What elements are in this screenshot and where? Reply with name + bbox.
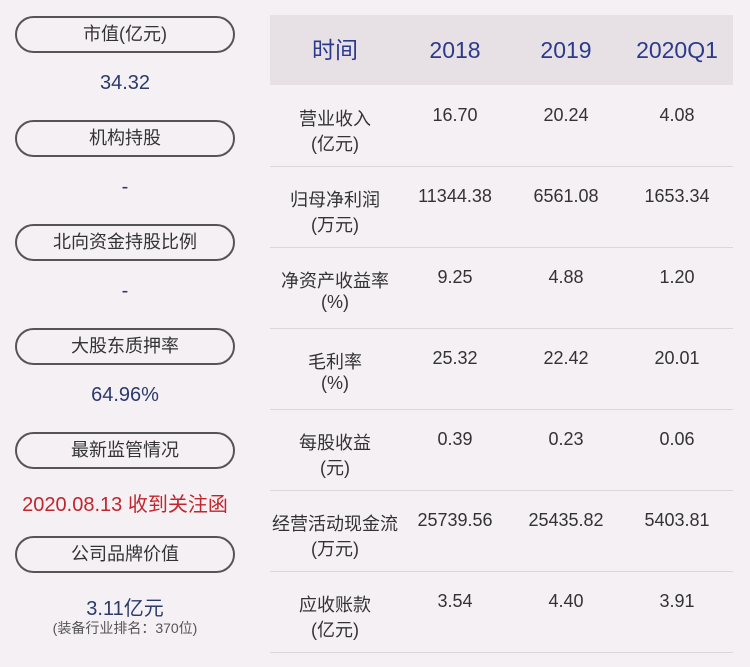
header-cell: 2019 <box>540 37 592 63</box>
header-cell: 2020Q1 <box>636 37 718 63</box>
row-value: 22.42 <box>543 348 589 368</box>
row-value: 25435.82 <box>528 510 604 530</box>
row-value: 0.23 <box>548 429 584 449</box>
row-value: 16.70 <box>432 105 478 125</box>
row-name: 净资产收益率 <box>281 271 389 291</box>
row-name: 归母净利润 <box>290 190 380 210</box>
row-value: 0.39 <box>437 429 473 449</box>
row-divider <box>270 490 733 491</box>
row-unit: (%) <box>321 292 349 312</box>
row-name: 营业收入 <box>299 109 371 129</box>
header-cell: 时间 <box>312 37 358 63</box>
row-value: 1.20 <box>659 267 695 287</box>
summary-value: 3.11亿元 <box>86 598 164 620</box>
row-divider <box>270 247 733 248</box>
row-unit: (亿元) <box>311 620 359 640</box>
row-name: 每股收益 <box>299 433 371 453</box>
row-unit: (万元) <box>311 539 359 559</box>
row-value: 11344.38 <box>418 186 492 206</box>
row-value: 6561.08 <box>533 186 599 206</box>
summary-label: 最新监管情况 <box>15 432 235 469</box>
row-value: 4.88 <box>548 267 584 287</box>
row-unit: (万元) <box>311 215 359 235</box>
summary-label: 公司品牌价值 <box>15 536 235 573</box>
row-unit: (%) <box>321 373 349 393</box>
row-value: 1653.34 <box>644 186 710 206</box>
row-value: 3.54 <box>437 591 473 611</box>
summary-value: 34.32 <box>99 72 151 94</box>
summary-label: 市值(亿元) <box>15 16 235 53</box>
row-name: 应收账款 <box>299 595 371 615</box>
row-value: 5403.81 <box>644 510 710 530</box>
row-divider <box>270 166 733 167</box>
row-unit: (元) <box>320 458 350 478</box>
row-divider <box>270 409 733 410</box>
row-divider <box>270 571 733 572</box>
summary-label: 北向资金持股比例 <box>15 224 235 261</box>
row-name: 毛利率 <box>308 352 362 372</box>
row-value: 25739.56 <box>417 510 493 530</box>
row-value: 20.01 <box>654 348 700 368</box>
row-divider <box>270 652 733 653</box>
row-unit: (亿元) <box>311 134 359 154</box>
row-value: 4.40 <box>548 591 584 611</box>
table-header-bg <box>270 15 733 85</box>
row-value: 20.24 <box>543 105 589 125</box>
row-name: 经营活动现金流 <box>272 514 398 534</box>
summary-value: - <box>121 176 129 198</box>
summary-value: 2020.08.13 收到关注函 <box>22 494 228 516</box>
summary-label: 大股东质押率 <box>15 328 235 365</box>
summary-note: (装备行业排名：370位) <box>52 620 198 636</box>
row-value: 9.25 <box>437 267 473 287</box>
row-value: 3.91 <box>659 591 695 611</box>
row-value: 4.08 <box>659 105 695 125</box>
row-value: 0.06 <box>659 429 695 449</box>
summary-label: 机构持股 <box>15 120 235 157</box>
header-cell: 2018 <box>429 37 481 63</box>
summary-value: - <box>121 280 129 302</box>
row-value: 25.32 <box>432 348 478 368</box>
row-divider <box>270 328 733 329</box>
summary-value: 64.96% <box>91 384 159 406</box>
